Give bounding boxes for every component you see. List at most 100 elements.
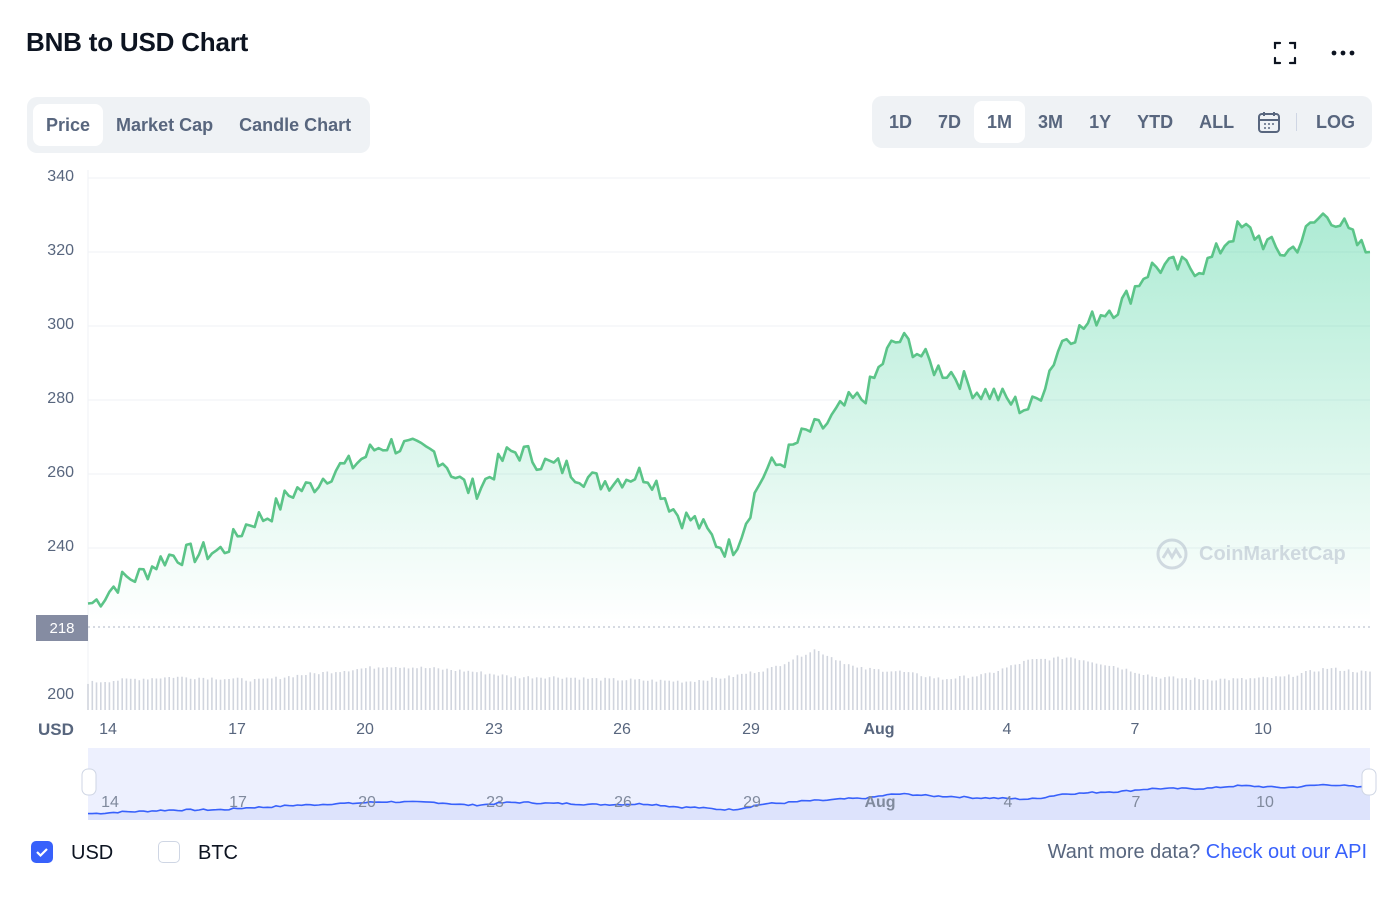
volume-bar bbox=[1151, 676, 1153, 710]
volume-bar bbox=[830, 657, 833, 710]
volume-bar bbox=[335, 672, 337, 710]
volume-bar bbox=[1283, 676, 1286, 710]
brush-tick-label: 7 bbox=[1131, 794, 1141, 811]
volume-bar bbox=[394, 667, 397, 710]
volume-bar bbox=[587, 678, 589, 710]
volume-bar bbox=[988, 672, 991, 710]
volume-bar bbox=[1057, 656, 1059, 710]
x-tick-label: 29 bbox=[742, 721, 760, 738]
volume-bar bbox=[1211, 680, 1213, 710]
volume-bar bbox=[518, 678, 521, 710]
volume-bar bbox=[412, 667, 414, 710]
volume-bar bbox=[1078, 660, 1081, 710]
volume-bar bbox=[770, 667, 773, 710]
volume-bar bbox=[262, 678, 264, 710]
date-picker-button[interactable] bbox=[1247, 101, 1290, 143]
volume-bar bbox=[1176, 678, 1179, 710]
tab-price[interactable]: Price bbox=[33, 104, 104, 146]
volume-bar bbox=[1104, 665, 1106, 710]
volume-bar bbox=[1223, 678, 1226, 710]
volume-bar bbox=[386, 667, 388, 710]
volume-bar bbox=[245, 680, 247, 710]
volume-bar bbox=[1258, 677, 1260, 710]
y-tick-label: 240 bbox=[47, 538, 74, 555]
volume-bar bbox=[1266, 677, 1269, 710]
volume-bar bbox=[535, 677, 538, 710]
volume-bar bbox=[454, 671, 457, 710]
volume-bar bbox=[809, 652, 811, 710]
volume-bar bbox=[360, 668, 363, 710]
volume-bar bbox=[1232, 678, 1235, 710]
chart-title: BNB to USD Chart bbox=[26, 27, 249, 57]
tab-candle-chart[interactable]: Candle Chart bbox=[239, 114, 352, 135]
volume-bar bbox=[783, 664, 786, 710]
volume-bar bbox=[1172, 676, 1175, 710]
volume-bar bbox=[723, 678, 726, 710]
volume-bar bbox=[741, 673, 743, 710]
volume-bar bbox=[1360, 670, 1363, 710]
volume-bar bbox=[112, 681, 115, 710]
tab-market-cap[interactable]: Market Cap bbox=[116, 114, 214, 135]
volume-bar bbox=[1322, 668, 1324, 710]
volume-bar bbox=[514, 676, 517, 710]
volume-bar bbox=[488, 673, 491, 710]
y-tick-label: 320 bbox=[47, 242, 74, 259]
volume-bar bbox=[352, 670, 354, 710]
volume-bar bbox=[1288, 674, 1290, 710]
volume-bar bbox=[629, 678, 632, 710]
volume-bar bbox=[1305, 671, 1307, 710]
volume-bar bbox=[835, 660, 837, 710]
volume-bar bbox=[946, 679, 948, 710]
volume-bar bbox=[1125, 668, 1128, 710]
volume-bar bbox=[467, 670, 470, 710]
volume-bar bbox=[403, 667, 405, 710]
more-options-button[interactable] bbox=[1326, 36, 1360, 70]
volume-bar bbox=[215, 679, 217, 710]
volume-bar bbox=[847, 664, 850, 710]
volume-bar bbox=[493, 674, 495, 710]
volume-bar bbox=[1198, 679, 1200, 710]
volume-bar bbox=[672, 681, 675, 710]
y-tick-label: 300 bbox=[47, 316, 74, 333]
range-1d[interactable]: 1D bbox=[889, 111, 913, 132]
range-1y[interactable]: 1Y bbox=[1089, 111, 1112, 132]
volume-bar bbox=[1040, 658, 1042, 710]
volume-bar bbox=[882, 671, 884, 710]
volume-bar bbox=[694, 681, 696, 710]
log-scale-toggle[interactable]: LOG bbox=[1316, 111, 1355, 132]
volume-bar bbox=[1249, 678, 1252, 710]
coinmarketcap-logo-icon bbox=[1156, 538, 1188, 570]
volume-bar bbox=[647, 680, 649, 710]
volume-bar bbox=[582, 677, 585, 710]
fullscreen-button[interactable] bbox=[1268, 36, 1302, 70]
calendar-icon bbox=[1257, 112, 1280, 133]
volume-bar bbox=[1313, 671, 1316, 710]
volume-bar bbox=[147, 679, 149, 710]
usd-checkbox[interactable] bbox=[31, 841, 53, 863]
volume-bar bbox=[1095, 663, 1098, 710]
range-1m[interactable]: 1M bbox=[974, 101, 1026, 143]
volume-bar bbox=[258, 678, 260, 710]
range-all[interactable]: ALL bbox=[1199, 111, 1235, 132]
volume-bar bbox=[984, 673, 987, 710]
volume-bar bbox=[706, 680, 709, 710]
volume-bar bbox=[459, 669, 461, 710]
volume-bar bbox=[698, 680, 700, 710]
api-link[interactable]: Check out our API bbox=[1205, 841, 1367, 863]
btc-checkbox[interactable] bbox=[158, 841, 180, 863]
brush-handle-right bbox=[1361, 768, 1377, 796]
brush-tick-label: 14 bbox=[101, 794, 119, 811]
volume-bar bbox=[339, 672, 341, 710]
volume-bar bbox=[497, 675, 499, 710]
volume-bar bbox=[873, 669, 876, 710]
volume-bar bbox=[702, 680, 705, 710]
range-ytd[interactable]: YTD bbox=[1137, 111, 1174, 132]
range-3m[interactable]: 3M bbox=[1038, 111, 1064, 132]
btc-label: BTC bbox=[198, 842, 238, 864]
range-7d[interactable]: 7D bbox=[938, 111, 962, 132]
volume-bar bbox=[1147, 674, 1149, 710]
volume-bar bbox=[206, 679, 209, 710]
brush-tick-label: 17 bbox=[229, 794, 247, 811]
volume-bar bbox=[659, 679, 662, 710]
volume-bar bbox=[1006, 667, 1008, 710]
